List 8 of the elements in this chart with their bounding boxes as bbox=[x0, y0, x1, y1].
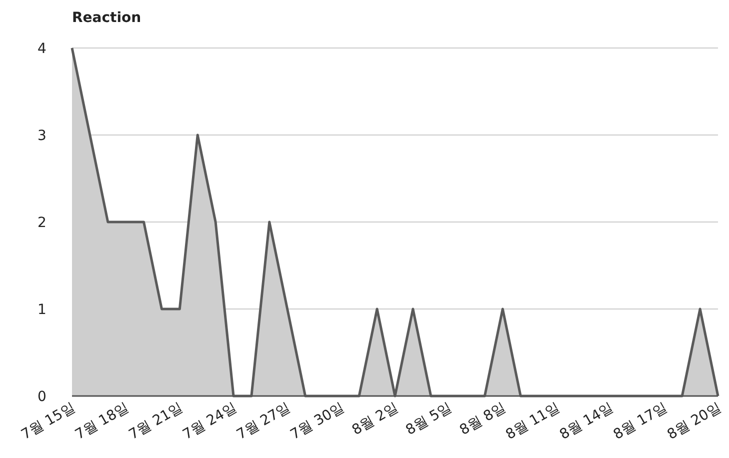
y-tick-label: 2 bbox=[38, 214, 46, 231]
y-tick-label: 0 bbox=[38, 388, 46, 405]
chart-title: Reaction bbox=[72, 10, 142, 26]
x-tick-label: 8월 2일 bbox=[349, 400, 401, 439]
y-tick-label: 3 bbox=[38, 128, 46, 144]
y-tick-label: 1 bbox=[38, 302, 46, 318]
x-tick-label: 8월 5일 bbox=[403, 400, 455, 439]
y-tick-label: 4 bbox=[38, 40, 47, 57]
